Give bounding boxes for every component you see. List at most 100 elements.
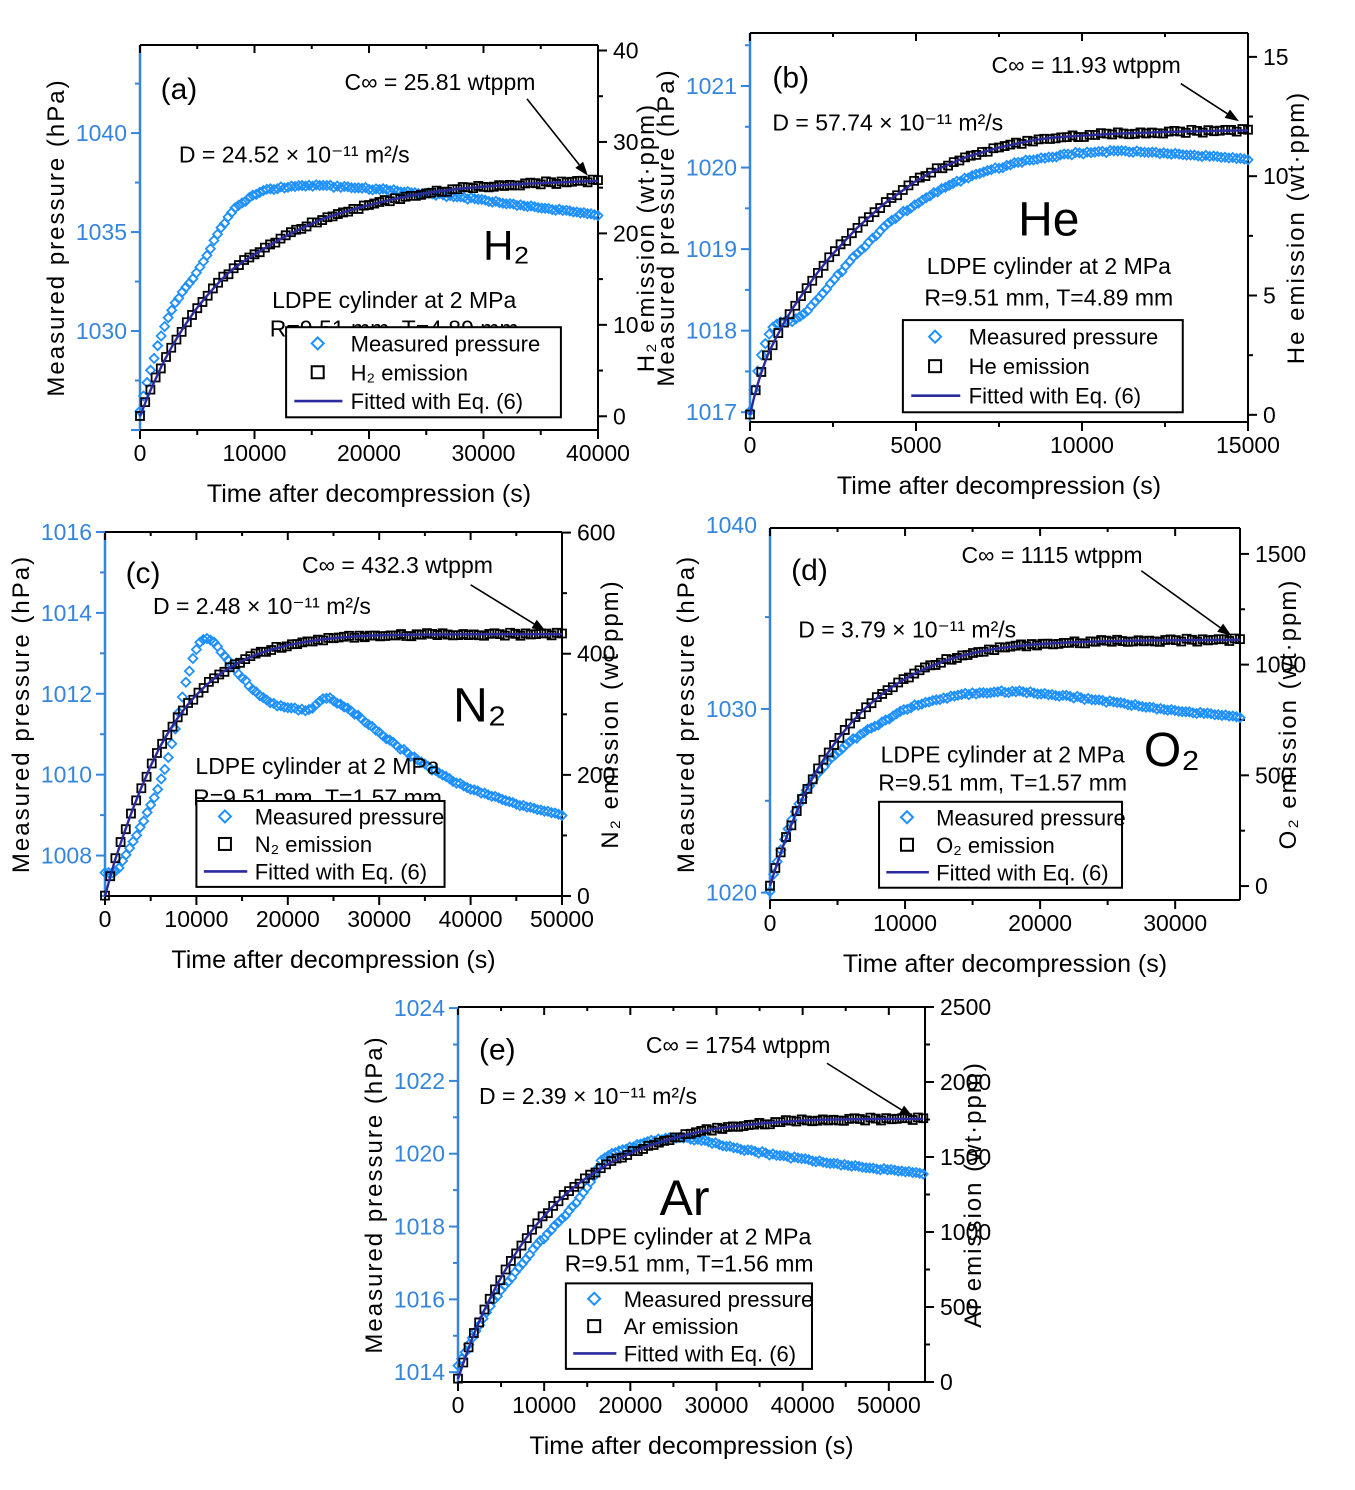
legend-emission-label: He emission bbox=[969, 354, 1090, 379]
legend-pressure-label: Measured pressure bbox=[969, 325, 1159, 350]
x-tick-label: 0 bbox=[99, 906, 112, 932]
c-inf-arrow-head bbox=[531, 619, 547, 632]
legend-pressure-marker bbox=[899, 809, 915, 825]
legend-fit-label: Fitted with Eq. (6) bbox=[936, 860, 1108, 885]
legend-pressure-label: Measured pressure bbox=[351, 331, 541, 356]
y-left-tick-label: 1040 bbox=[706, 512, 757, 538]
y-right-axis-title: O₂ emission (wt·ppm) bbox=[1275, 579, 1302, 850]
y-left-tick-label: 1040 bbox=[76, 120, 127, 146]
y-left-tick-label: 1018 bbox=[686, 318, 737, 344]
x-tick-label: 20000 bbox=[598, 1392, 662, 1418]
c-inf-arrow-line bbox=[1180, 82, 1228, 115]
legend-pressure-marker bbox=[310, 336, 326, 351]
legend-pressure-label: Measured pressure bbox=[624, 1287, 814, 1312]
x-tick-label: 10000 bbox=[164, 906, 228, 932]
x-tick-label: 50000 bbox=[530, 906, 594, 932]
fit-line bbox=[748, 129, 1249, 416]
legend-emission-marker bbox=[587, 1319, 602, 1334]
emission-markers bbox=[745, 124, 1253, 420]
legend-emission-marker bbox=[899, 837, 914, 852]
x-tick-label: 0 bbox=[134, 440, 147, 466]
y-right-tick-label: 10 bbox=[613, 312, 639, 338]
emission-markers bbox=[453, 1112, 929, 1384]
x-axis-title: Time after decompression (s) bbox=[207, 480, 531, 508]
legend-fit-label: Fitted with Eq. (6) bbox=[351, 389, 523, 414]
y-right-tick-label: 5 bbox=[1263, 283, 1276, 309]
c-inf-arrow-line bbox=[826, 1062, 902, 1111]
emission-markers bbox=[100, 627, 567, 901]
y-left-axis-title: Measured pressure (hPa) bbox=[653, 68, 680, 386]
legend-emission-label: N₂ emission bbox=[255, 832, 372, 857]
c-inf-arrow-head bbox=[898, 1105, 914, 1118]
panel-d: 0 10000 20000 30000 1020 1030 1040 0 500 1000 1500… bbox=[673, 512, 1306, 978]
x-tick-label: 30000 bbox=[452, 440, 516, 466]
x-tick-label: 10000 bbox=[1050, 432, 1114, 458]
panel-tag: (d) bbox=[791, 554, 828, 587]
c-inf-annotation: C∞ = 432.3 wtppm bbox=[302, 552, 493, 578]
y-left-axis-title: Measured pressure (hPa) bbox=[673, 555, 700, 873]
panel-tag: (a) bbox=[161, 73, 198, 106]
x-tick-label: 10000 bbox=[512, 1392, 576, 1418]
y-left-tick-label: 1020 bbox=[686, 155, 737, 181]
legend-emission-label: O₂ emission bbox=[936, 833, 1055, 858]
x-tick-label: 10000 bbox=[223, 440, 287, 466]
condition-line-1: LDPE cylinder at 2 MPa bbox=[272, 287, 516, 313]
panel-a: 0 10000 20000 30000 40000 1030 1035 1040 0 10 20 30… bbox=[43, 37, 660, 508]
legend-emission-marker bbox=[310, 365, 325, 380]
x-tick-label: 40000 bbox=[771, 1392, 835, 1418]
x-axis-title: Time after decompression (s) bbox=[843, 950, 1167, 978]
x-tick-label: 0 bbox=[452, 1392, 465, 1418]
panel-e: 0 10000 20000 30000 40000 5000010141016101810… bbox=[361, 994, 991, 1460]
c-inf-arrow-head bbox=[1217, 623, 1232, 636]
x-tick-label: 50000 bbox=[857, 1392, 921, 1418]
x-axis-title: Time after decompression (s) bbox=[837, 472, 1161, 500]
x-tick-label: 40000 bbox=[566, 440, 630, 466]
panel-tag: (c) bbox=[126, 557, 161, 590]
y-left-tick-label: 1020 bbox=[706, 880, 757, 906]
y-right-tick-label: 0 bbox=[577, 883, 590, 909]
diffusivity-annotation: D = 3.79 × 10⁻¹¹ m²/s bbox=[798, 617, 1016, 643]
y-right-tick-label: 0 bbox=[613, 403, 626, 429]
condition-line-2: R=9.51 mm, T=1.56 mm bbox=[565, 1250, 814, 1276]
panel-b: 0 5000 10000 15000 1017 1018 1019 1020 1021 0 5 10 1… bbox=[653, 32, 1310, 500]
gas-label: O₂ bbox=[1144, 724, 1200, 777]
y-left-tick-label: 1016 bbox=[394, 1286, 445, 1312]
y-right-tick-label: 2000 bbox=[940, 1069, 991, 1095]
x-tick-label: 30000 bbox=[1143, 910, 1207, 936]
y-left-tick-label: 1035 bbox=[76, 219, 127, 245]
y-right-tick-label: 1500 bbox=[940, 1144, 991, 1170]
gas-label: H₂ bbox=[483, 222, 530, 269]
c-inf-arrow-line bbox=[1140, 570, 1221, 629]
c-inf-annotation: C∞ = 11.93 wtppm bbox=[992, 52, 1181, 78]
pressure-markers bbox=[99, 632, 568, 879]
y-left-tick-label: 1024 bbox=[394, 995, 445, 1021]
y-right-axis-title: Ar emission (wt·ppm) bbox=[960, 1061, 987, 1328]
condition-line-1: LDPE cylinder at 2 MPa bbox=[195, 753, 439, 779]
x-axis-title: Time after decompression (s) bbox=[171, 946, 495, 974]
x-tick-label: 5000 bbox=[890, 432, 941, 458]
pressure-markers bbox=[744, 144, 1254, 417]
y-left-tick-label: 1030 bbox=[76, 318, 127, 344]
c-inf-annotation: C∞ = 25.81 wtppm bbox=[345, 69, 536, 95]
legend-fit-label: Fitted with Eq. (6) bbox=[624, 1341, 796, 1366]
x-tick-label: 20000 bbox=[1008, 910, 1072, 936]
y-right-tick-label: 10 bbox=[1263, 163, 1289, 189]
panel-tag: (e) bbox=[479, 1034, 516, 1067]
y-left-tick-label: 1020 bbox=[394, 1141, 445, 1167]
legend-emission-marker bbox=[217, 836, 232, 851]
c-inf-arrow-line bbox=[526, 98, 580, 166]
legend-fit-label: Fitted with Eq. (6) bbox=[255, 859, 427, 884]
panel-c: 0 10000 20000 30000 40000 50000 1008 1010 1012 10… bbox=[8, 519, 624, 974]
y-right-axis-title: He emission (wt·ppm) bbox=[1283, 91, 1310, 364]
legend-pressure-label: Measured pressure bbox=[936, 805, 1126, 830]
diffusivity-annotation: D = 24.52 × 10⁻¹¹ m²/s bbox=[179, 141, 410, 167]
legend-emission-label: Ar emission bbox=[624, 1314, 739, 1339]
y-right-tick-label: 0 bbox=[1255, 873, 1268, 899]
y-right-axis-title: N₂ emission (wt·ppm) bbox=[597, 579, 624, 848]
c-inf-arrow-head bbox=[575, 161, 588, 176]
y-left-tick-label: 1022 bbox=[394, 1068, 445, 1094]
condition-line-1: LDPE cylinder at 2 MPa bbox=[567, 1223, 811, 1249]
legend-fit-label: Fitted with Eq. (6) bbox=[969, 384, 1141, 409]
legend-emission-marker bbox=[928, 359, 943, 374]
emission-markers bbox=[135, 174, 603, 421]
